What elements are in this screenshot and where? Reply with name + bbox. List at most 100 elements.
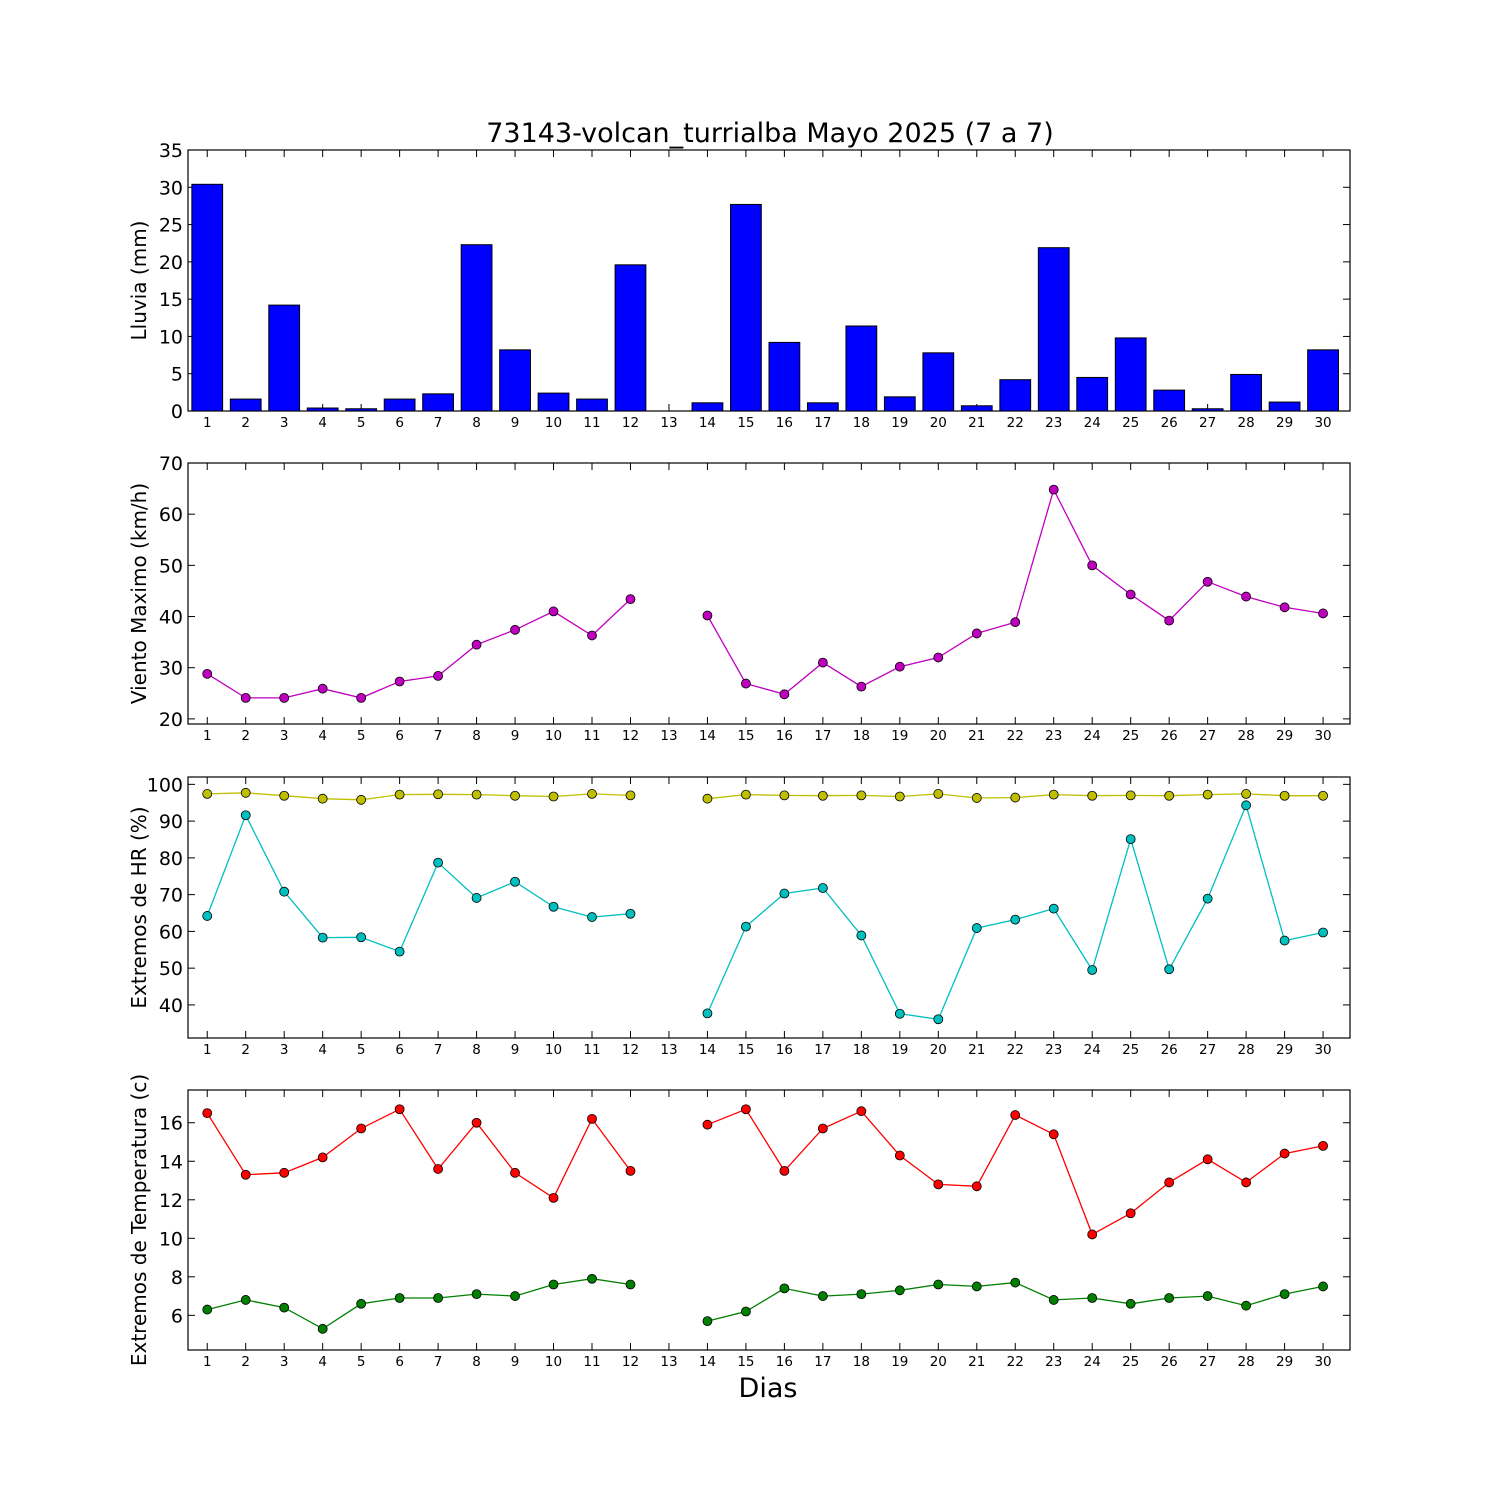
- data-point: [202, 1304, 213, 1315]
- data-point: [1010, 617, 1021, 628]
- data-point: [394, 789, 405, 800]
- data-point: [856, 681, 867, 692]
- y-tick-label: 70: [159, 885, 183, 907]
- data-point: [1125, 790, 1136, 801]
- data-point: [433, 789, 443, 800]
- data-point: [1164, 1293, 1175, 1303]
- data-point: [702, 1119, 713, 1130]
- data-point: [1010, 1277, 1021, 1288]
- data-point: [856, 790, 867, 801]
- x-tick-label: 22: [1007, 728, 1024, 744]
- data-point: [587, 1273, 597, 1284]
- data-point: [1202, 789, 1213, 800]
- data-point: [202, 668, 213, 679]
- x-tick-label: 2: [241, 1042, 250, 1058]
- x-tick-label: 27: [1199, 415, 1216, 431]
- bar: [306, 407, 339, 412]
- data-point: [279, 886, 290, 897]
- data-point: [279, 1167, 290, 1178]
- x-tick-label: 14: [699, 415, 716, 431]
- x-tick-label: 10: [545, 1042, 562, 1058]
- data-point: [1241, 1300, 1252, 1311]
- x-tick-label: 14: [699, 728, 716, 744]
- x-tick-label: 21: [968, 728, 985, 744]
- data-point: [433, 857, 443, 868]
- data-point: [1164, 964, 1175, 975]
- y-tick-label: 20: [159, 709, 183, 731]
- plot-frame: [187, 1089, 1351, 1351]
- data-point: [433, 1293, 443, 1303]
- data-point: [779, 1283, 790, 1294]
- data-point: [741, 678, 751, 689]
- y-axis-label: Lluvia (mm): [127, 221, 151, 341]
- data-point: [741, 1104, 751, 1115]
- x-tick-label: 8: [472, 415, 481, 431]
- bar: [1037, 247, 1070, 412]
- x-tick-label: 12: [622, 728, 639, 744]
- bar: [268, 304, 301, 412]
- x-tick-label: 22: [1007, 1042, 1024, 1058]
- x-tick-label: 4: [318, 728, 327, 744]
- x-tick-label: 9: [511, 1042, 520, 1058]
- x-tick-label: 28: [1238, 1354, 1255, 1370]
- x-tick-label: 26: [1161, 728, 1178, 744]
- x-tick-label: 11: [583, 728, 600, 744]
- data-point: [433, 670, 443, 681]
- y-tick-label: 10: [159, 326, 183, 348]
- data-point: [1202, 1154, 1213, 1165]
- x-tick-label: 25: [1122, 1042, 1139, 1058]
- data-point: [971, 923, 982, 933]
- data-point: [394, 1293, 405, 1303]
- x-tick-label: 10: [545, 1354, 562, 1370]
- x-tick-label: 30: [1314, 1354, 1331, 1370]
- data-point: [433, 1164, 443, 1174]
- data-point: [510, 1167, 520, 1178]
- x-tick-label: 13: [660, 728, 677, 744]
- data-point: [1048, 1295, 1059, 1305]
- data-point: [240, 787, 251, 798]
- data-point: [1125, 1208, 1136, 1219]
- data-point: [933, 1179, 944, 1190]
- x-tick-label: 29: [1276, 728, 1293, 744]
- data-point: [1202, 893, 1213, 904]
- data-point: [279, 693, 290, 703]
- bar: [806, 402, 839, 412]
- series-line-2: [206, 813, 631, 953]
- x-tick-label: 26: [1161, 1354, 1178, 1370]
- x-tick-label: 17: [814, 1042, 831, 1058]
- bar: [1230, 373, 1263, 412]
- x-tick-label: 27: [1199, 728, 1216, 744]
- x-tick-label: 14: [699, 1354, 716, 1370]
- data-point: [202, 789, 213, 799]
- x-tick-label: 19: [891, 1042, 908, 1058]
- data-point: [471, 789, 482, 800]
- x-tick-label: 6: [395, 728, 404, 744]
- x-tick-label: 8: [472, 728, 481, 744]
- chart-title: 73143-volcan_turrialba Mayo 2025 (7 a 7): [486, 118, 1054, 149]
- x-tick-label: 20: [930, 1042, 947, 1058]
- x-tick-label: 18: [853, 415, 870, 431]
- data-point: [548, 901, 559, 912]
- y-tick-label: 80: [159, 848, 183, 870]
- data-point: [279, 1302, 290, 1313]
- bar: [614, 264, 647, 412]
- data-point: [356, 1123, 367, 1134]
- bar: [229, 398, 262, 412]
- x-tick-label: 8: [472, 1042, 481, 1058]
- data-point: [1087, 1293, 1098, 1303]
- data-point: [1318, 790, 1328, 801]
- data-point: [240, 810, 251, 821]
- data-point: [779, 1165, 790, 1176]
- x-tick-label: 19: [891, 415, 908, 431]
- data-point: [1318, 608, 1328, 619]
- data-point: [741, 921, 751, 932]
- data-point: [741, 789, 751, 800]
- data-point: [933, 1279, 944, 1290]
- x-tick-label: 30: [1314, 415, 1331, 431]
- data-point: [1241, 800, 1252, 811]
- x-tick-label: 15: [737, 728, 754, 744]
